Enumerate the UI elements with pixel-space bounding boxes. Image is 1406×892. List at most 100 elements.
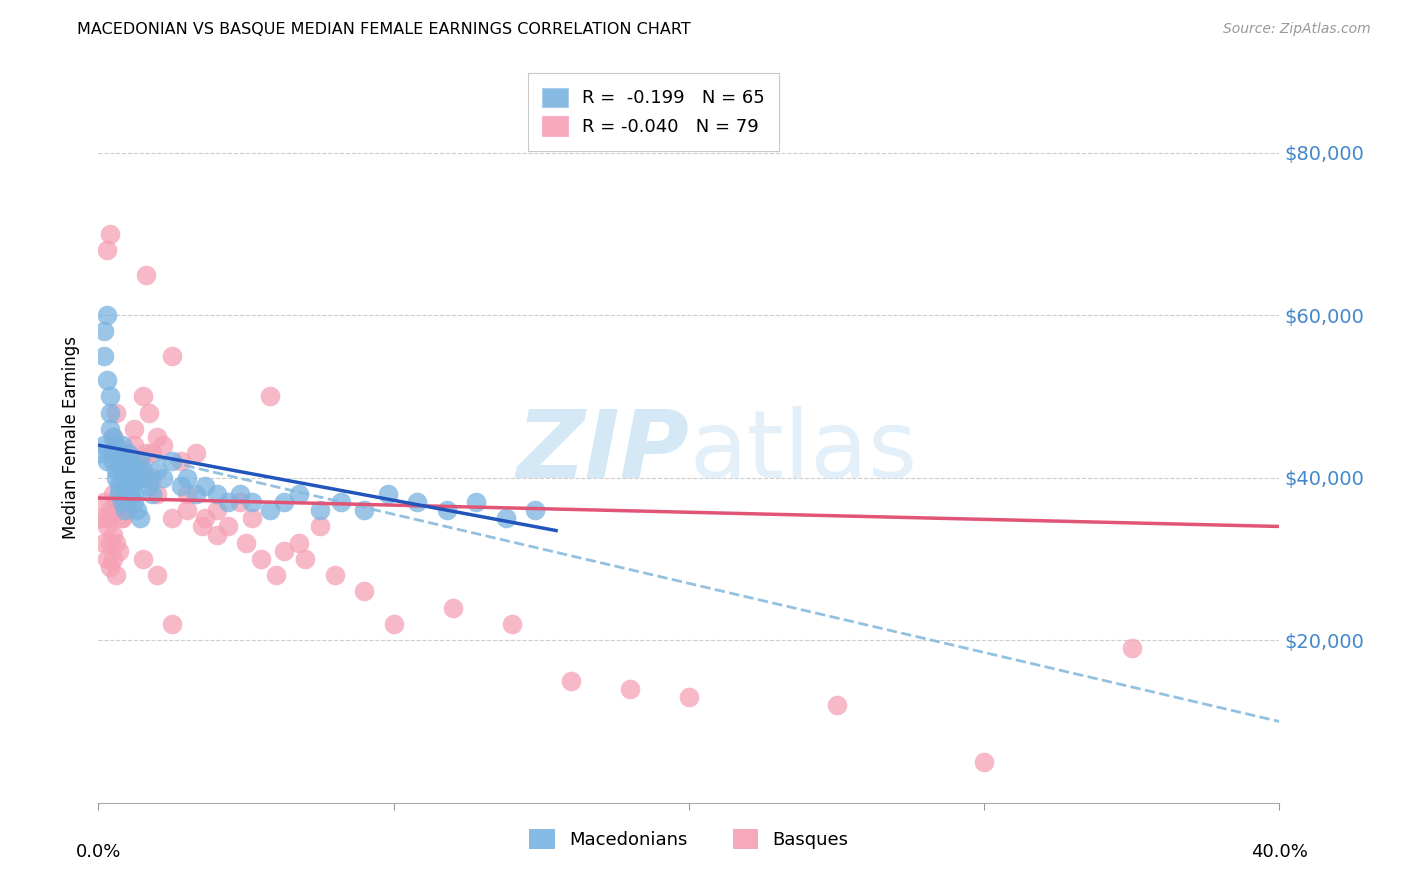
- Point: [176, 471, 198, 485]
- Point: [108, 544, 131, 558]
- Point: [122, 438, 145, 452]
- Point: [146, 487, 169, 501]
- Point: [111, 462, 134, 476]
- Point: [217, 495, 239, 509]
- Point: [122, 487, 145, 501]
- Point: [108, 487, 131, 501]
- Point: [108, 503, 131, 517]
- Point: [117, 471, 139, 485]
- Point: [176, 487, 198, 501]
- Point: [235, 535, 257, 549]
- Point: [132, 552, 155, 566]
- Point: [108, 479, 131, 493]
- Point: [103, 487, 125, 501]
- Point: [1121, 641, 1143, 656]
- Point: [117, 454, 139, 468]
- Point: [93, 349, 115, 363]
- Point: [111, 471, 134, 485]
- Point: [240, 511, 263, 525]
- Point: [117, 503, 139, 517]
- Point: [90, 511, 112, 525]
- Point: [120, 487, 142, 501]
- Point: [117, 454, 139, 468]
- Point: [309, 503, 332, 517]
- Point: [98, 406, 121, 420]
- Point: [205, 527, 228, 541]
- Point: [678, 690, 700, 705]
- Point: [98, 535, 121, 549]
- Point: [114, 487, 136, 501]
- Point: [103, 446, 125, 460]
- Point: [146, 430, 169, 444]
- Point: [353, 584, 375, 599]
- Point: [377, 487, 399, 501]
- Text: 0.0%: 0.0%: [76, 843, 121, 861]
- Point: [128, 511, 150, 525]
- Point: [524, 503, 547, 517]
- Point: [288, 535, 311, 549]
- Point: [141, 446, 163, 460]
- Point: [162, 454, 183, 468]
- Point: [152, 438, 174, 452]
- Text: MACEDONIAN VS BASQUE MEDIAN FEMALE EARNINGS CORRELATION CHART: MACEDONIAN VS BASQUE MEDIAN FEMALE EARNI…: [77, 22, 692, 37]
- Point: [114, 479, 136, 493]
- Point: [98, 560, 121, 574]
- Point: [184, 446, 207, 460]
- Point: [128, 471, 150, 485]
- Point: [96, 308, 118, 322]
- Point: [229, 495, 252, 509]
- Point: [105, 462, 128, 476]
- Point: [105, 438, 128, 452]
- Point: [93, 535, 115, 549]
- Point: [125, 454, 148, 468]
- Point: [273, 495, 295, 509]
- Point: [96, 243, 118, 257]
- Point: [170, 454, 193, 468]
- Point: [96, 454, 118, 468]
- Legend: Macedonians, Basques: Macedonians, Basques: [522, 822, 856, 856]
- Point: [105, 495, 128, 509]
- Point: [111, 511, 134, 525]
- Point: [309, 519, 332, 533]
- Point: [240, 495, 263, 509]
- Y-axis label: Median Female Earnings: Median Female Earnings: [62, 335, 80, 539]
- Point: [108, 487, 131, 501]
- Point: [323, 568, 346, 582]
- Point: [501, 617, 523, 632]
- Text: Source: ZipAtlas.com: Source: ZipAtlas.com: [1223, 22, 1371, 37]
- Point: [103, 430, 125, 444]
- Point: [217, 519, 239, 533]
- Point: [98, 422, 121, 436]
- Point: [329, 495, 352, 509]
- Text: atlas: atlas: [689, 406, 917, 498]
- Point: [96, 552, 118, 566]
- Point: [105, 535, 128, 549]
- Point: [436, 503, 458, 517]
- Point: [441, 600, 464, 615]
- Point: [294, 552, 316, 566]
- Point: [162, 349, 183, 363]
- Point: [117, 479, 139, 493]
- Point: [96, 519, 118, 533]
- Point: [111, 438, 134, 452]
- Point: [205, 503, 228, 517]
- Point: [93, 438, 115, 452]
- Point: [103, 527, 125, 541]
- Point: [138, 479, 160, 493]
- Point: [120, 479, 142, 493]
- Point: [250, 552, 273, 566]
- Point: [162, 511, 183, 525]
- Point: [191, 519, 214, 533]
- Point: [176, 503, 198, 517]
- Point: [288, 487, 311, 501]
- Point: [141, 471, 163, 485]
- Point: [93, 325, 115, 339]
- Point: [122, 462, 145, 476]
- Point: [162, 617, 183, 632]
- Point: [120, 454, 142, 468]
- Point: [135, 471, 157, 485]
- Point: [93, 495, 115, 509]
- Point: [152, 471, 174, 485]
- Point: [111, 511, 134, 525]
- Point: [98, 227, 121, 241]
